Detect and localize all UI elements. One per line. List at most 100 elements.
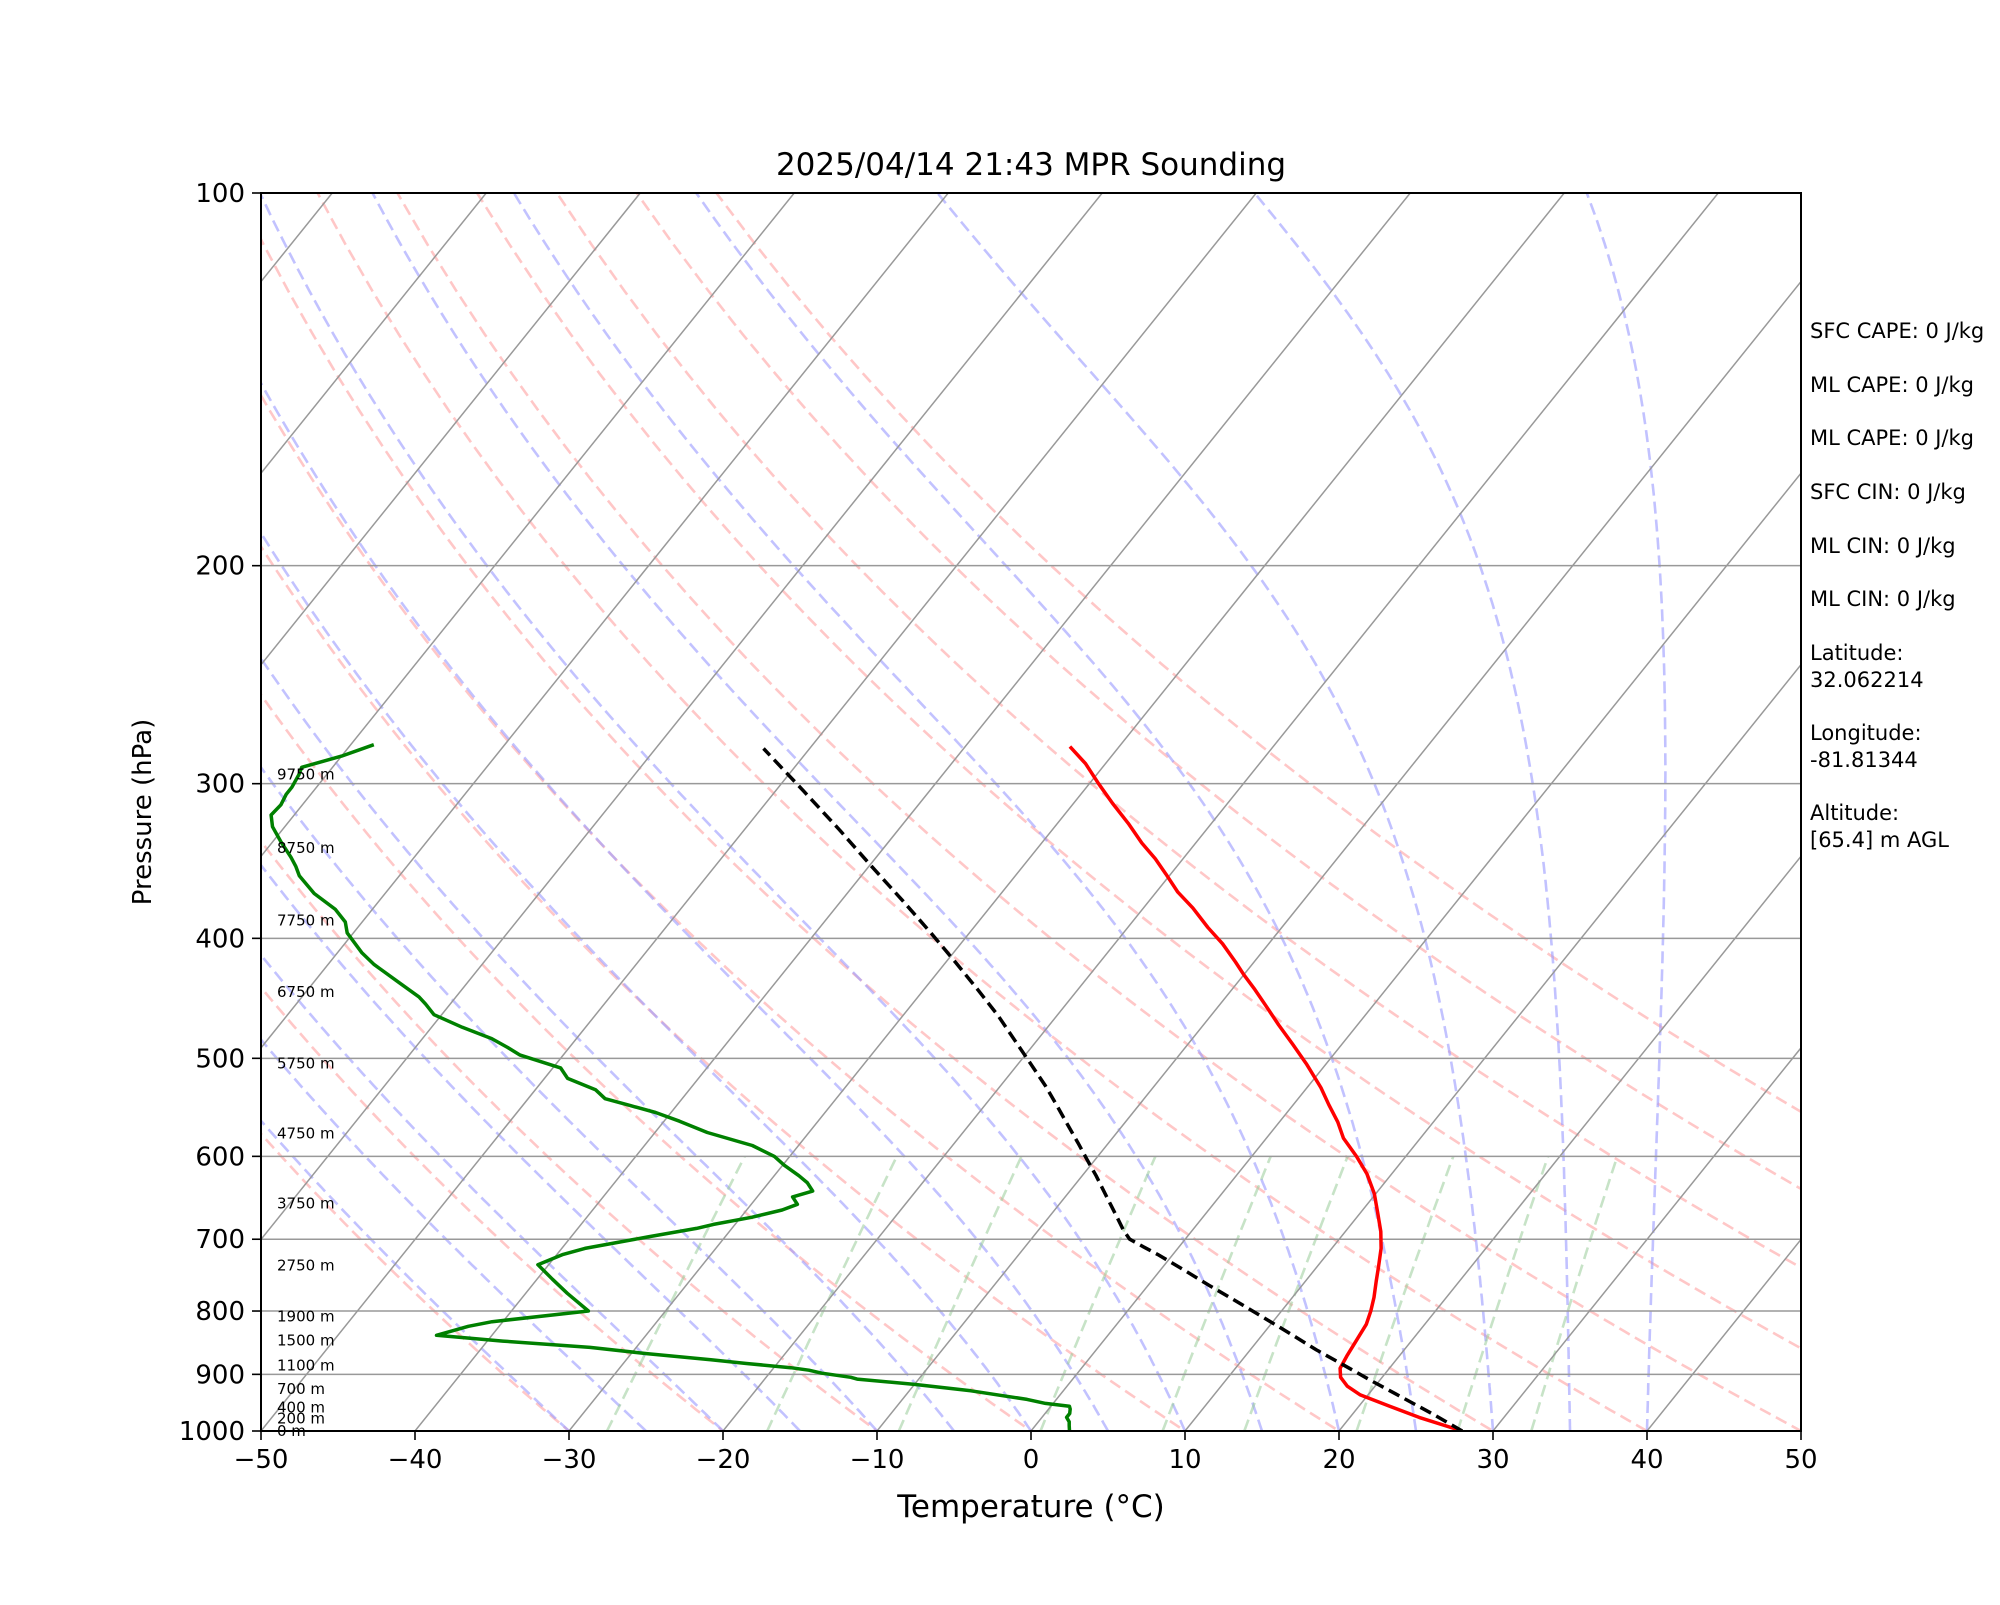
- dry-adiabat: [261, 544, 1188, 1431]
- moist-adiabat: [261, 530, 1033, 1431]
- x-axis: −50 −40 −30 −20 −10 0 10 20 30 40 50: [234, 1431, 1818, 1475]
- moist-adiabat: [261, 380, 1110, 1431]
- dry-adiabat: [396, 193, 1801, 1431]
- height-label: 6750 m: [277, 983, 335, 1001]
- moist-adiabat: [695, 193, 1418, 1431]
- x-tick-label: −20: [696, 1445, 751, 1475]
- height-label: 1900 m: [277, 1307, 335, 1325]
- dry-adiabat: [261, 236, 1496, 1431]
- isotherms: [0, 193, 1801, 1431]
- mixing-ratio-line: [1530, 1155, 1619, 1431]
- mixing-ratio-line: [1161, 1155, 1272, 1431]
- isotherm: [261, 193, 487, 475]
- y-tick-label: 100: [195, 179, 245, 209]
- height-label: 5750 m: [277, 1055, 335, 1073]
- height-label: 8750 m: [277, 839, 335, 857]
- y-tick-label: 700: [195, 1225, 245, 1255]
- height-label: 1100 m: [277, 1356, 335, 1374]
- y-tick-label: 500: [195, 1044, 245, 1074]
- height-label: 3750 m: [277, 1195, 335, 1213]
- stat-altitude: Altitude: [65.4] m AGL: [1810, 801, 1949, 852]
- moist-adiabat: [261, 1118, 570, 1431]
- mixing-ratio-line: [1355, 1155, 1455, 1431]
- moist-adiabat: [371, 193, 1264, 1431]
- height-label: 2750 m: [277, 1256, 335, 1274]
- isotherm: [414, 193, 1411, 1431]
- stat-sfc-cape: SFC CAPE: 0 J/kg: [1810, 319, 1985, 343]
- dry-adiabat: [261, 392, 1342, 1431]
- x-tick-label: 40: [1630, 1445, 1663, 1475]
- height-label: 7750 m: [277, 912, 335, 930]
- dry-adiabat: [635, 193, 1801, 1191]
- y-tick-label: 900: [195, 1360, 245, 1390]
- x-tick-label: −30: [542, 1445, 597, 1475]
- dewpoint-trace: [269, 743, 1072, 1431]
- x-tick-label: 0: [1023, 1445, 1040, 1475]
- height-label: 400 m: [277, 1398, 325, 1416]
- moist-adiabat: [512, 193, 1341, 1431]
- stat-latitude: Latitude: 32.062214: [1810, 641, 1924, 692]
- stat-ml-cape: ML CAPE: 0 J/kg: [1810, 373, 1975, 397]
- y-axis-label: Pressure (hPa): [128, 719, 158, 906]
- height-label: 200 m: [277, 1409, 325, 1427]
- isobars: [261, 193, 1801, 1431]
- isotherm: [261, 193, 1257, 1431]
- y-tick-label: 200: [195, 552, 245, 582]
- stat-longitude: Longitude: -81.81344: [1810, 721, 1922, 772]
- mixing-ratio-line: [605, 1155, 746, 1431]
- stat-ml-cin-2: ML CIN: 0 J/kg: [1810, 587, 1956, 611]
- x-tick-label: 10: [1168, 1445, 1201, 1475]
- dry-adiabat: [715, 193, 1801, 1114]
- x-tick-label: 30: [1476, 1445, 1509, 1475]
- height-label: 700 m: [277, 1380, 325, 1398]
- y-tick-label: 400: [195, 924, 245, 954]
- x-tick-label: −50: [234, 1445, 289, 1475]
- y-axis: 100 200 300 400 500 600 700 800 900 1000: [179, 179, 261, 1447]
- y-tick-label: 800: [195, 1297, 245, 1327]
- temperature-trace: [1068, 745, 1463, 1431]
- parcel-trace: [762, 747, 1464, 1431]
- y-tick-label: 600: [195, 1142, 245, 1172]
- y-tick-label: 300: [195, 770, 245, 800]
- moist-adiabat: [261, 193, 1187, 1431]
- moist-adiabat: [261, 1037, 647, 1431]
- mixing-ratio-line: [1039, 1155, 1157, 1431]
- dry-adiabat: [555, 193, 1801, 1270]
- plot-frame: [260, 192, 1802, 1432]
- moist-adiabat: [1585, 193, 1667, 1431]
- x-tick-label: −10: [850, 1445, 905, 1475]
- x-tick-label: −40: [388, 1445, 443, 1475]
- x-tick-label: 50: [1784, 1445, 1817, 1475]
- dry-adiabat: [475, 193, 1801, 1350]
- moist-adiabat: [261, 953, 724, 1431]
- isotherm: [261, 193, 949, 1050]
- moist-adiabat: [261, 863, 801, 1431]
- isotherm: [568, 193, 1565, 1431]
- isotherm: [0, 193, 24, 1431]
- moist-adiabat: [261, 765, 878, 1431]
- isotherm: [261, 193, 795, 858]
- stat-sfc-cin: SFC CIN: 0 J/kg: [1810, 480, 1966, 504]
- isotherm: [1492, 1046, 1801, 1431]
- y-tick-label: 1000: [179, 1417, 245, 1447]
- height-label: 4750 m: [277, 1124, 335, 1142]
- isotherm: [722, 193, 1719, 1431]
- isotherm: [1184, 663, 1801, 1431]
- dry-adiabat: [261, 1131, 572, 1431]
- isotherm: [1338, 855, 1801, 1431]
- sounding-traces: [269, 743, 1464, 1431]
- stat-ml-cape-2: ML CAPE: 0 J/kg: [1810, 426, 1975, 450]
- stat-ml-cin: ML CIN: 0 J/kg: [1810, 534, 1956, 558]
- x-tick-label: 20: [1322, 1445, 1355, 1475]
- chart-title: 2025/04/14 21:43 MPR Sounding: [776, 147, 1286, 183]
- dry-adiabat: [261, 985, 726, 1431]
- isotherm: [1030, 471, 1801, 1431]
- isotherm: [876, 280, 1801, 1431]
- isotherm: [261, 193, 641, 666]
- isotherm: [261, 193, 1103, 1241]
- dry-adiabat: [316, 193, 1650, 1431]
- moist-adiabat: [1253, 193, 1572, 1431]
